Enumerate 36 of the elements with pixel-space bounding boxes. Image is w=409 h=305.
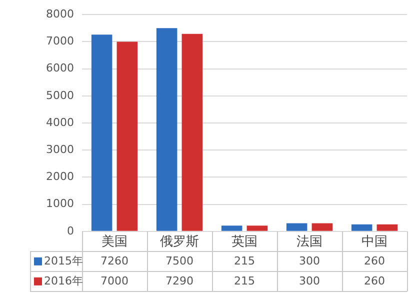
- legend-label: 2015年: [44, 254, 83, 268]
- bar: [221, 226, 242, 231]
- x-tick-label: 中国: [362, 234, 388, 250]
- y-tick-label: 8000: [46, 7, 74, 20]
- data-label: 300: [299, 254, 320, 268]
- x-tick-label: 美国: [101, 234, 128, 250]
- x-tick-label: 英国: [231, 234, 258, 250]
- data-label: 215: [234, 254, 255, 268]
- bar: [246, 226, 268, 231]
- data-label: 7260: [100, 254, 128, 268]
- data-label: 7000: [100, 274, 128, 288]
- bar: [91, 34, 112, 231]
- bar: [376, 224, 398, 231]
- bar: [351, 224, 372, 231]
- legend-label: 2016年: [44, 274, 83, 288]
- x-tick-label: 俄罗斯: [160, 234, 199, 250]
- y-tick-label: 0: [66, 224, 74, 238]
- y-tick-label: 6000: [46, 62, 74, 75]
- data-label: 7290: [165, 274, 194, 288]
- y-tick-label: 7000: [46, 34, 74, 48]
- x-tick-label: 法国: [296, 234, 322, 250]
- y-tick-label: 5000: [46, 88, 74, 102]
- bar: [182, 34, 203, 231]
- y-tick-label: 4000: [46, 116, 74, 129]
- data-label: 7500: [165, 254, 194, 268]
- bar: [116, 42, 138, 231]
- y-tick-label: 3000: [46, 142, 74, 156]
- bar: [156, 28, 178, 231]
- data-label: 260: [364, 254, 385, 268]
- bar: [312, 223, 333, 231]
- y-tick-label: 1000: [46, 197, 74, 210]
- data-label: 215: [234, 274, 255, 288]
- y-tick-label: 2000: [46, 170, 74, 184]
- bar: [286, 223, 308, 231]
- data-label: 300: [299, 274, 320, 288]
- data-label: 260: [364, 274, 385, 288]
